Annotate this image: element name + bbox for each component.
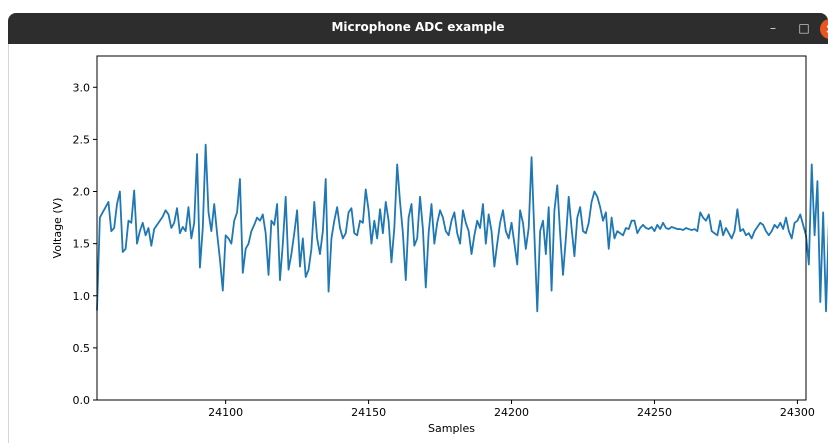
minimize-button[interactable]: – xyxy=(770,21,776,35)
x-tick-label: 24250 xyxy=(637,406,672,419)
y-tick-label: 2.0 xyxy=(73,186,91,199)
x-axis-label: Samples xyxy=(428,422,475,435)
y-tick-label: 3.0 xyxy=(73,81,91,94)
line-chart: 24100 24150 24200 24250 24300 0.0 0.5 1.0 1.5 2.0… xyxy=(51,55,828,435)
y-tick-label: 0.0 xyxy=(73,394,91,407)
close-button[interactable]: × xyxy=(820,19,828,39)
y-axis-label: Voltage (V) xyxy=(51,198,64,259)
window-titlebar[interactable]: Microphone ADC example – □ × xyxy=(8,13,828,44)
y-tick-label: 1.0 xyxy=(73,290,91,303)
x-tick-label: 24200 xyxy=(494,406,529,419)
maximize-button[interactable]: □ xyxy=(798,21,810,35)
y-tick-label: 0.5 xyxy=(73,342,91,355)
plot-window: 24100 24150 24200 24250 24300 0.0 0.5 1.0 1.5 2.0… xyxy=(8,44,828,443)
x-tick-label: 24150 xyxy=(351,406,386,419)
x-tick-label: 24300 xyxy=(780,406,815,419)
series-line xyxy=(96,143,828,313)
y-tick-label: 1.5 xyxy=(73,238,91,251)
window-title: Microphone ADC example xyxy=(331,20,505,34)
plot-frame xyxy=(96,55,807,401)
x-tick-label: 24100 xyxy=(208,406,243,419)
y-tick-label: 2.5 xyxy=(73,133,91,146)
